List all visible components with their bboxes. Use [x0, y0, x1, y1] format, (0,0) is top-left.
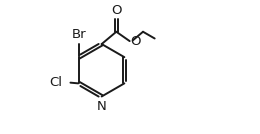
Text: O: O — [111, 4, 122, 17]
Text: Br: Br — [72, 28, 86, 41]
Text: N: N — [97, 100, 107, 113]
Text: Cl: Cl — [50, 76, 63, 89]
Text: O: O — [130, 35, 141, 48]
